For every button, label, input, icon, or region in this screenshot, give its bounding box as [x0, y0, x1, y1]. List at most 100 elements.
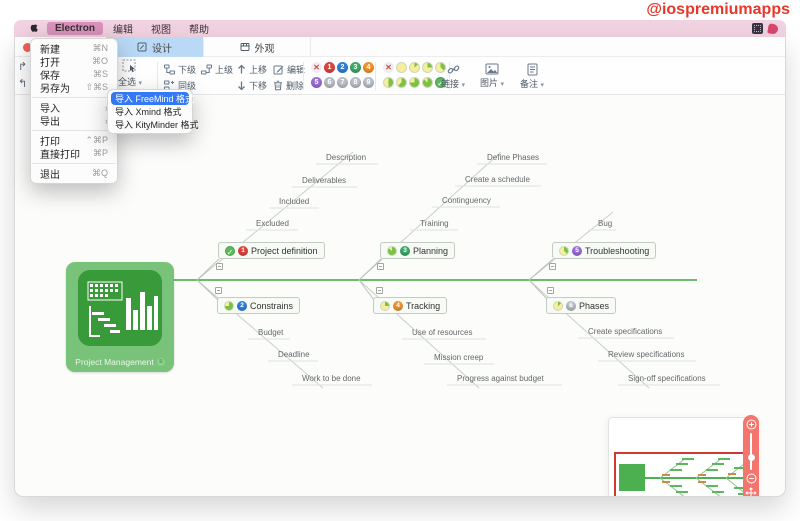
priority-7-button[interactable]: 7	[337, 77, 348, 88]
progress-3-button[interactable]	[435, 62, 446, 73]
progress-7-button[interactable]	[422, 77, 433, 88]
submenu-item-xmind[interactable]: 导入 Xmind 格式	[115, 107, 182, 117]
submenu-item-freemind[interactable]: 导入 FreeMind 格式	[111, 92, 194, 105]
leaf-label[interactable]: Create specifications	[588, 327, 663, 336]
node-label: Planning	[413, 245, 449, 256]
priority-2-button[interactable]: 2	[337, 62, 348, 73]
menu-item-import[interactable]: 导入›	[31, 101, 117, 116]
redo-icon[interactable]: ↱	[18, 61, 28, 73]
menubar-item-help[interactable]: 帮助	[189, 25, 210, 36]
collapse-handle[interactable]	[377, 263, 384, 270]
navigator-panel[interactable]	[608, 417, 758, 496]
priority-3-button[interactable]: 3	[350, 62, 361, 73]
menu-item-export[interactable]: 导出›	[31, 114, 117, 129]
node-planning[interactable]: 3 Planning	[380, 242, 456, 259]
close-window-button[interactable]	[23, 43, 32, 52]
leaf-label[interactable]: Budget	[258, 328, 284, 337]
progress-1-button[interactable]	[409, 62, 420, 73]
priority-1-button[interactable]: 1	[324, 62, 335, 73]
menubar-item-view[interactable]: 视图	[151, 25, 172, 36]
leaf-label[interactable]: Bug	[598, 219, 613, 228]
menu-item-direct-print[interactable]: 直接打印 ⌘P	[40, 148, 108, 161]
priority-4-button[interactable]: 4	[363, 62, 374, 73]
collapse-handle[interactable]	[376, 287, 383, 294]
edit-button[interactable]: 编辑	[273, 62, 305, 76]
priority-8-button[interactable]: 8	[350, 77, 361, 88]
move-tool-button[interactable]	[745, 486, 757, 496]
collapse-handle[interactable]	[216, 263, 223, 270]
zoom-slider[interactable]	[747, 433, 755, 470]
progress-0-button[interactable]	[396, 62, 407, 73]
node-troubleshooting[interactable]: 5 Troubleshooting	[552, 242, 657, 259]
leaf-label[interactable]: Deliverables	[302, 176, 347, 185]
insert-parent-button[interactable]: 上级	[201, 62, 233, 76]
link-label: 链接	[440, 78, 459, 89]
insert-child-button[interactable]: 下级	[164, 62, 196, 76]
menu-item-quit[interactable]: 退出 ⌘Q	[40, 168, 108, 181]
move-up-button[interactable]: 上移	[237, 62, 267, 76]
node-tracking[interactable]: 4 Tracking	[373, 297, 448, 314]
priority-clear-button[interactable]: ✕	[311, 62, 322, 73]
progress-6-button[interactable]	[409, 77, 420, 88]
leaf-label[interactable]: Included	[279, 197, 310, 206]
leaf-label[interactable]: Continguency	[442, 196, 491, 205]
leaf-label[interactable]: Define Phases	[487, 153, 540, 162]
progress-clear-button[interactable]: ✕	[383, 62, 394, 73]
insert-sibling-button[interactable]: 同级	[164, 78, 196, 92]
note-indicator-icon[interactable]: ≡	[156, 358, 165, 366]
leaf-label[interactable]: Create a schedule	[465, 175, 530, 184]
progress-2-button[interactable]	[422, 62, 433, 73]
node-project-definition[interactable]: 1 Project definition	[218, 242, 325, 259]
progress-done-button[interactable]	[435, 77, 446, 88]
leaf-label[interactable]: Sign-off specifications	[628, 374, 706, 383]
menubar-item-edit[interactable]: 编辑	[113, 25, 134, 36]
leaf-label[interactable]: Description	[326, 153, 367, 162]
progress-4-button[interactable]	[383, 77, 394, 88]
leaf-label[interactable]: Work to be done	[302, 374, 361, 383]
root-node[interactable]: Project Management ≡	[66, 262, 174, 372]
note-button[interactable]: 备注 ▾	[515, 60, 549, 92]
leaf-label[interactable]: Training	[420, 219, 449, 228]
menu-item-open[interactable]: 打开 ⌘O	[40, 56, 108, 69]
apple-logo-icon[interactable]	[28, 23, 39, 34]
menubar-item-electron[interactable]: Electron	[47, 22, 104, 35]
node-constrains[interactable]: 2 Constrains	[217, 297, 301, 314]
menu-item-save[interactable]: 保存 ⌘S	[40, 69, 108, 82]
menubar-status-icon[interactable]	[752, 23, 763, 34]
tab-design[interactable]: 设计	[106, 37, 204, 57]
zoom-out-button[interactable]	[746, 473, 757, 484]
priority-6-button[interactable]: 6	[324, 77, 335, 88]
zoom-slider-handle[interactable]	[747, 454, 755, 461]
menu-item-save-as[interactable]: 另存为 ⇧⌘S	[40, 82, 108, 95]
collapse-handle[interactable]	[547, 287, 554, 294]
link-button[interactable]: 链接 ▾	[436, 60, 470, 92]
leaf-label[interactable]: Excluded	[256, 219, 289, 228]
collapse-handle[interactable]	[215, 287, 222, 294]
menubar-siri-icon[interactable]	[767, 22, 779, 35]
select-all-button[interactable]: 全选 ▾	[118, 59, 142, 88]
progress-5-button[interactable]	[396, 77, 407, 88]
leaf-label[interactable]: Deadline	[278, 350, 310, 359]
priority-9-button[interactable]: 9	[363, 77, 374, 88]
leaf-label[interactable]: Progress against budget	[457, 374, 544, 383]
node-phases[interactable]: 6 Phases	[546, 297, 617, 314]
move-down-button[interactable]: 下移	[237, 78, 267, 92]
collapse-handle[interactable]	[549, 263, 556, 270]
priority-5-button[interactable]: 5	[311, 77, 322, 88]
menu-divider	[32, 163, 116, 164]
undo-icon[interactable]: ↰	[18, 78, 28, 90]
watermark: @iospremiumapps	[646, 1, 790, 18]
leaf-label[interactable]: Use of resources	[412, 328, 473, 337]
mindmap-canvas[interactable]: Project Management ≡ 1 Project definitio…	[15, 95, 785, 496]
navigator-viewport[interactable]	[614, 452, 752, 496]
submenu-item-kityminder[interactable]: 导入 KityMinder 格式	[115, 120, 199, 130]
leaf-label[interactable]: Mission creep	[434, 353, 484, 362]
leaf-label[interactable]: Review specifications	[608, 350, 685, 359]
delete-button[interactable]: 删除	[273, 78, 304, 92]
tab-appearance[interactable]: 外观	[204, 37, 311, 57]
menu-item-new[interactable]: 新建 ⌘N	[40, 43, 108, 56]
zoom-in-button[interactable]	[746, 419, 757, 430]
menu-item-print[interactable]: 打印 ⌃⌘P	[40, 135, 108, 148]
image-button[interactable]: 图片 ▾	[475, 60, 509, 92]
